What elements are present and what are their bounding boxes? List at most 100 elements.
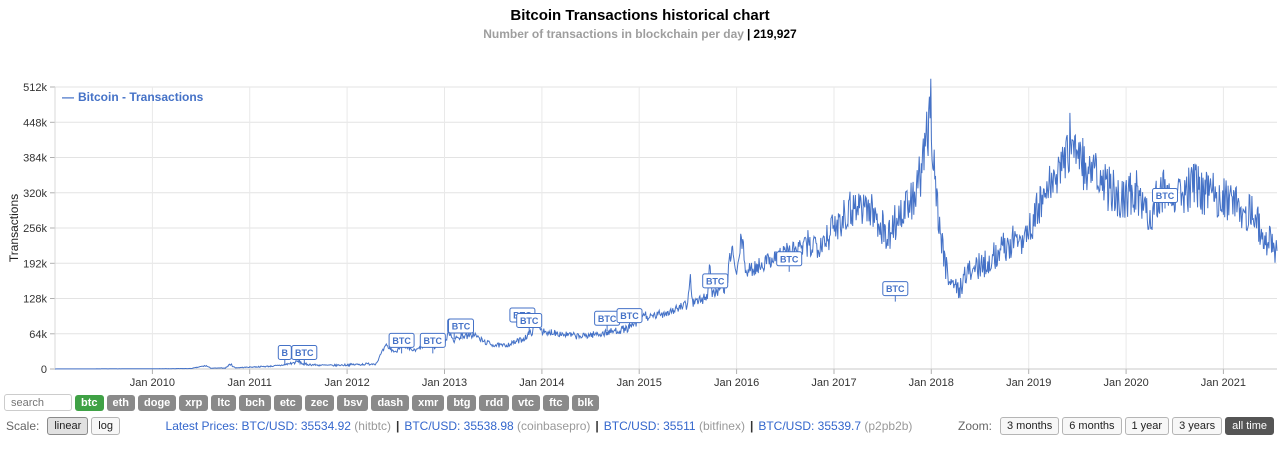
legend-label: Bitcoin - Transactions — [78, 90, 204, 104]
svg-text:B: B — [282, 348, 289, 358]
svg-text:BTC: BTC — [620, 311, 639, 321]
scale-label: Scale: — [6, 419, 40, 433]
scale-button-linear[interactable]: linear — [47, 417, 89, 435]
price-link-hitbtc[interactable]: BTC/USD: 35534.92 — [241, 419, 351, 433]
zoom-button-3-months[interactable]: 3 months — [1000, 417, 1060, 435]
coin-button-xrp[interactable]: xrp — [179, 394, 209, 411]
price-link-coinbasepro[interactable]: BTC/USD: 35538.98 — [404, 419, 514, 433]
svg-text:BTC: BTC — [780, 254, 799, 264]
btc-flag[interactable] — [388, 332, 415, 348]
y-axis-title: Transactions — [7, 193, 21, 263]
coin-button-btc[interactable]: btc — [75, 394, 104, 411]
coin-button-btg[interactable]: btg — [447, 394, 477, 411]
svg-text:Jan 2020: Jan 2020 — [1103, 377, 1148, 389]
svg-text:BTC: BTC — [706, 276, 725, 286]
svg-text:Jan 2010: Jan 2010 — [130, 377, 175, 389]
price-link-bitfinex[interactable]: BTC/USD: 35511 — [603, 419, 696, 433]
subtitle-separator: | — [746, 27, 751, 41]
btc-flag[interactable] — [702, 273, 729, 289]
coin-button-vtc[interactable]: vtc — [512, 394, 541, 411]
svg-text:Jan 2013: Jan 2013 — [422, 377, 467, 389]
svg-text:BTC: BTC — [452, 322, 471, 332]
transactions-series — [55, 78, 1278, 370]
svg-text:Jan 2012: Jan 2012 — [324, 377, 369, 389]
price-exchange-name: (hitbtc) — [350, 419, 391, 433]
coin-button-xmr[interactable]: xmr — [412, 394, 445, 411]
svg-text:128k: 128k — [23, 294, 47, 306]
zoom-button-6-months[interactable]: 6 months — [1062, 417, 1122, 435]
svg-text:BTC: BTC — [1156, 191, 1175, 201]
price-exchange-name: (coinbasepro) — [513, 419, 591, 433]
btc-flag[interactable] — [448, 318, 474, 334]
svg-text:BTC: BTC — [424, 336, 443, 346]
price-exchange-name: (bitfinex) — [695, 419, 745, 433]
svg-text:320k: 320k — [23, 188, 47, 200]
coin-button-ftc[interactable]: ftc — [543, 394, 569, 411]
subtitle-label: Number of transactions in blockchain per… — [483, 27, 744, 41]
coin-button-doge[interactable]: doge — [138, 394, 177, 411]
scale-group: Scale: linear log — [6, 417, 120, 435]
btc-event-flags[interactable]: BBTCBTCBTCBBTCBTCBTCBTCBTCBTCBTCBTCBTC — [277, 188, 1178, 366]
coin-button-eth[interactable]: eth — [106, 394, 135, 411]
svg-text:Jan 2018: Jan 2018 — [909, 377, 954, 389]
bitinfocharts-page: Bitcoin Transactions historical chart Nu… — [0, 7, 1280, 435]
subtitle-value: 219,927 — [753, 27, 797, 41]
zoom-group: Zoom: 3 months 6 months 1 year 3 years all ti… — [958, 417, 1274, 435]
svg-text:BTC: BTC — [886, 284, 905, 294]
btc-flag[interactable] — [516, 313, 543, 328]
svg-text:BTC: BTC — [598, 314, 617, 324]
btc-flag[interactable] — [1152, 188, 1178, 203]
btc-flag[interactable] — [291, 345, 318, 360]
search-input[interactable] — [4, 394, 72, 411]
btc-flag[interactable] — [419, 332, 446, 348]
coin-toolbar: btcethdogexrpltcbchetczecbsvdashxmrbtgrd… — [0, 394, 1280, 411]
btc-flag[interactable] — [616, 308, 643, 324]
chart-subtitle: Number of transactions in blockchain per… — [0, 27, 1280, 41]
coin-button-blk[interactable]: blk — [571, 394, 600, 411]
transactions-chart-plot[interactable]: 0 64k 128k 192k 256k 320k 384k 448k 512k Jan 2010… — [0, 43, 1280, 391]
coin-button-etc[interactable]: etc — [273, 394, 302, 411]
svg-text:0: 0 — [41, 364, 47, 376]
zoom-button-all-time[interactable]: all time — [1225, 417, 1274, 435]
chart-legend[interactable]: — Bitcoin - Transactions — [62, 90, 203, 104]
coin-button-dash[interactable]: dash — [371, 394, 410, 411]
coin-button-bch[interactable]: bch — [239, 394, 271, 411]
svg-text:448k: 448k — [23, 117, 47, 129]
svg-text:256k: 256k — [23, 223, 47, 235]
grid-and-axes: 0 64k 128k 192k 256k 320k 384k 448k 512k Jan 2010… — [23, 82, 1277, 389]
price-link-p2pb2b[interactable]: BTC/USD: 35539.7 — [758, 419, 862, 433]
svg-text:192k: 192k — [23, 258, 47, 270]
svg-text:Jan 2019: Jan 2019 — [1006, 377, 1051, 389]
price-separator: | — [395, 419, 400, 433]
scale-button-log[interactable]: log — [91, 417, 120, 435]
price-separator: | — [595, 419, 599, 433]
btc-flag[interactable] — [776, 251, 803, 267]
zoom-label: Zoom: — [957, 419, 992, 433]
coin-button-ltc[interactable]: ltc — [211, 394, 237, 411]
coin-button-rdd[interactable]: rdd — [479, 394, 510, 411]
chart-container: 0 64k 128k 192k 256k 320k 384k 448k 512k Jan 2010… — [0, 43, 1280, 391]
latest-prices: Latest Prices: BTC/USD: 35534.92 (hitbtc… — [120, 419, 958, 433]
svg-text:64k: 64k — [29, 329, 47, 341]
svg-text:Jan 2016: Jan 2016 — [714, 377, 759, 389]
svg-text:Jan 2015: Jan 2015 — [617, 377, 662, 389]
svg-text:Jan 2017: Jan 2017 — [811, 377, 856, 389]
svg-text:512k: 512k — [23, 82, 47, 94]
coin-button-list: btc eth doge xrp ltc bch etc zec bsv dash xmr btg rd… — [75, 394, 600, 411]
svg-text:Jan 2014: Jan 2014 — [519, 377, 564, 389]
bottom-toolbar: Scale: linear log Latest Prices: BTC/USD: … — [0, 417, 1280, 435]
svg-text:384k: 384k — [23, 153, 47, 165]
price-separator: | — [749, 419, 754, 433]
coin-button-zec[interactable]: zec — [304, 394, 335, 411]
page-title: Bitcoin Transactions historical chart — [510, 7, 770, 24]
btc-flag[interactable] — [882, 281, 909, 297]
svg-text:BTC: BTC — [520, 316, 539, 326]
coin-button-bsv[interactable]: bsv — [337, 394, 369, 411]
svg-text:BTC: BTC — [295, 348, 314, 358]
svg-text:Jan 2021: Jan 2021 — [1201, 377, 1246, 389]
zoom-button-3-years[interactable]: 3 years — [1172, 417, 1223, 435]
legend-line-icon: — — [62, 90, 74, 104]
svg-text:Jan 2011: Jan 2011 — [227, 377, 271, 389]
zoom-button-1-year[interactable]: 1 year — [1124, 417, 1170, 435]
price-exchange-name: (p2pb2b) — [861, 419, 913, 433]
